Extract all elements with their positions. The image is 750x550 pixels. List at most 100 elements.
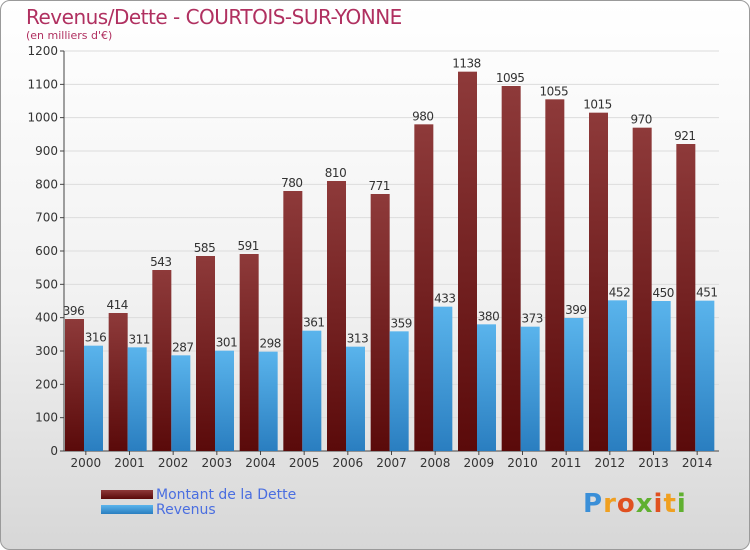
y-tick-label: 400: [35, 311, 58, 325]
x-tick-label: 2010: [507, 456, 538, 470]
bar-dette: [239, 254, 259, 451]
legend-item-revenus: Revenus: [101, 501, 296, 518]
data-label: 399: [565, 303, 586, 317]
legend-swatch-dette: [101, 490, 153, 499]
data-label: 316: [85, 331, 106, 345]
bar-dette: [501, 86, 521, 451]
bar-revenus: [520, 326, 540, 451]
data-label: 298: [259, 337, 280, 351]
x-tick-label: 2012: [595, 456, 626, 470]
legend-swatch-revenus: [101, 505, 153, 514]
bar-revenus: [695, 300, 715, 451]
x-tick-label: 2004: [245, 456, 276, 470]
y-tick-label: 900: [35, 144, 58, 158]
data-label: 585: [194, 241, 215, 255]
chart-subtitle: (en milliers d'€): [26, 29, 113, 42]
data-label: 1015: [583, 98, 612, 112]
bar-revenus: [258, 351, 278, 451]
bar-revenus: [608, 300, 627, 451]
data-label: 311: [128, 332, 149, 346]
data-label: 452: [609, 285, 630, 299]
x-tick-label: 2003: [202, 456, 233, 470]
y-tick-label: 1200: [27, 44, 58, 58]
y-tick-label: 700: [35, 211, 58, 225]
data-label: 361: [303, 316, 324, 330]
data-label: 313: [347, 332, 368, 346]
bar-dette: [283, 191, 303, 451]
bar-revenus: [171, 355, 191, 451]
x-tick-label: 2009: [464, 456, 495, 470]
bar-dette: [414, 124, 434, 451]
bar-revenus: [433, 306, 453, 451]
data-label: 591: [237, 239, 258, 253]
data-label: 771: [368, 179, 389, 193]
legend-label-revenus: Revenus: [156, 501, 216, 518]
x-tick-label: 2014: [682, 456, 713, 470]
proxiti-logo: Proxiti: [583, 489, 687, 519]
bar-dette: [65, 319, 84, 451]
bar-revenus: [346, 346, 365, 451]
data-label: 380: [478, 309, 499, 323]
x-tick-label: 2005: [289, 456, 320, 470]
bar-revenus: [215, 350, 234, 451]
legend: Montant de la Dette Revenus: [101, 486, 297, 518]
bar-dette: [589, 112, 608, 452]
y-tick-label: 800: [35, 177, 58, 191]
x-tick-label: 2011: [551, 456, 582, 470]
data-label: 810: [325, 166, 346, 180]
data-label: 980: [412, 109, 433, 123]
bar-dette: [545, 99, 565, 451]
y-tick-label: 200: [35, 377, 58, 391]
data-label: 450: [652, 286, 673, 300]
data-label: 921: [674, 129, 695, 143]
data-label: 287: [172, 340, 193, 354]
y-tick-label: 0: [50, 444, 58, 458]
bar-dette: [458, 71, 477, 452]
y-tick-label: 300: [35, 344, 58, 358]
bar-dette: [108, 313, 128, 451]
bar-revenus: [564, 318, 584, 451]
legend-item-dette: Montant de la Dette: [101, 486, 297, 503]
y-tick-label: 1000: [27, 111, 58, 125]
y-tick-label: 100: [35, 411, 58, 425]
data-label: 451: [696, 286, 717, 300]
data-label: 373: [521, 312, 542, 326]
bar-dette: [152, 270, 172, 451]
x-tick-label: 2008: [420, 456, 451, 470]
bar-revenus: [477, 324, 496, 451]
data-label: 543: [150, 255, 171, 269]
bar-dette: [676, 144, 696, 451]
data-label: 433: [434, 292, 455, 306]
data-label: 1095: [496, 71, 525, 85]
bar-dette: [327, 181, 346, 451]
data-label: 1055: [540, 84, 569, 98]
legend-label-dette: Montant de la Dette: [156, 486, 297, 503]
data-label: 1138: [452, 57, 481, 71]
y-tick-label: 600: [35, 244, 58, 258]
bar-dette: [370, 194, 390, 451]
bar-revenus: [84, 345, 103, 451]
x-tick-label: 2013: [638, 456, 669, 470]
x-tick-label: 2001: [114, 456, 145, 470]
chart-title: Revenus/Dette - COURTOIS-SUR-YONNE: [26, 5, 402, 29]
bar-revenus: [651, 301, 671, 451]
bar-revenus: [127, 347, 147, 451]
data-label: 780: [281, 176, 302, 190]
x-tick-label: 2007: [376, 456, 407, 470]
data-label: 301: [216, 336, 237, 350]
bar-dette: [632, 127, 652, 452]
data-label: 359: [390, 316, 411, 330]
bar-revenus: [389, 331, 409, 451]
x-tick-label: 2000: [71, 456, 102, 470]
bar-revenus: [302, 330, 322, 451]
y-tick-label: 500: [35, 277, 58, 291]
data-label: 414: [106, 298, 127, 312]
y-tick-label: 1100: [27, 77, 58, 91]
data-label: 970: [630, 113, 651, 127]
x-tick-label: 2006: [333, 456, 364, 470]
x-tick-label: 2002: [158, 456, 189, 470]
data-label: 396: [63, 304, 84, 318]
bar-dette: [196, 256, 215, 451]
